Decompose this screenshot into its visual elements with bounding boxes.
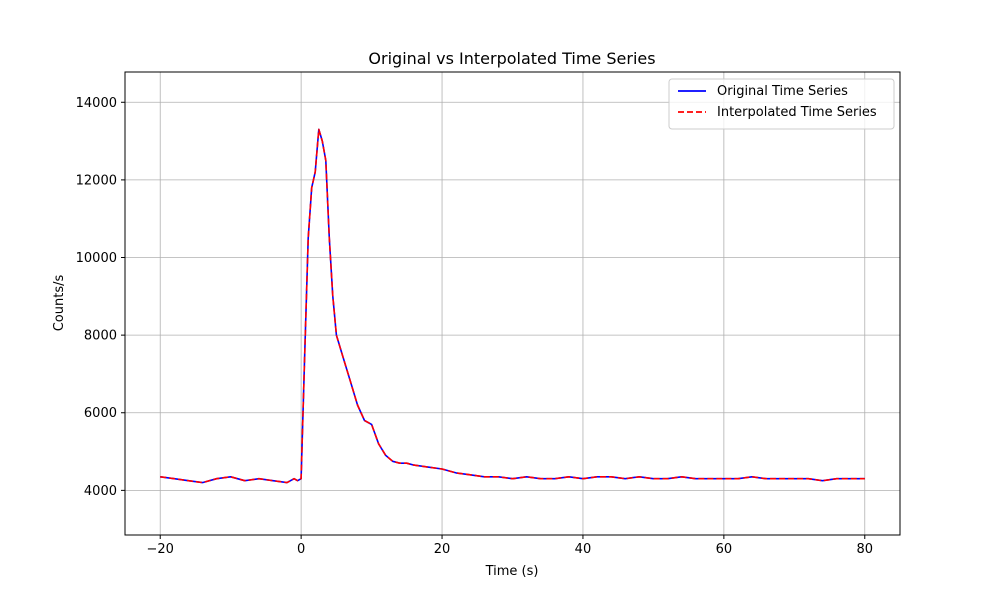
x-tick-label: 80: [856, 542, 873, 557]
legend-label-original: Original Time Series: [717, 84, 848, 99]
y-axis: 4000 6000 8000 10000 12000 14000: [76, 96, 125, 499]
gridlines: [125, 72, 900, 535]
x-tick-label: 60: [716, 542, 733, 557]
legend-box: [668, 78, 895, 130]
y-tick-label: 10000: [76, 251, 117, 266]
legend-label-interpolated: Interpolated Time Series: [717, 105, 877, 120]
y-tick-label: 6000: [84, 406, 117, 421]
chart-title: Original vs Interpolated Time Series: [368, 49, 655, 68]
x-axis-label: Time (s): [485, 564, 539, 579]
x-tick-label: 20: [434, 542, 451, 557]
y-tick-label: 4000: [84, 484, 117, 499]
series-line-interpolated: [160, 128, 865, 484]
x-axis: −20 0 20 40 60 80: [147, 535, 873, 557]
y-axis-label: Counts/s: [52, 275, 67, 332]
plot-frame: [124, 71, 901, 536]
y-tick-label: 14000: [76, 96, 117, 111]
x-tick-label: −20: [147, 542, 174, 557]
y-tick-label: 12000: [76, 173, 117, 188]
series-layer: [160, 128, 865, 484]
y-tick-label: 8000: [84, 329, 117, 344]
x-tick-label: 40: [575, 542, 592, 557]
legend: Original Time Series Interpolated Time S…: [668, 78, 895, 130]
x-tick-label: 0: [297, 542, 305, 557]
